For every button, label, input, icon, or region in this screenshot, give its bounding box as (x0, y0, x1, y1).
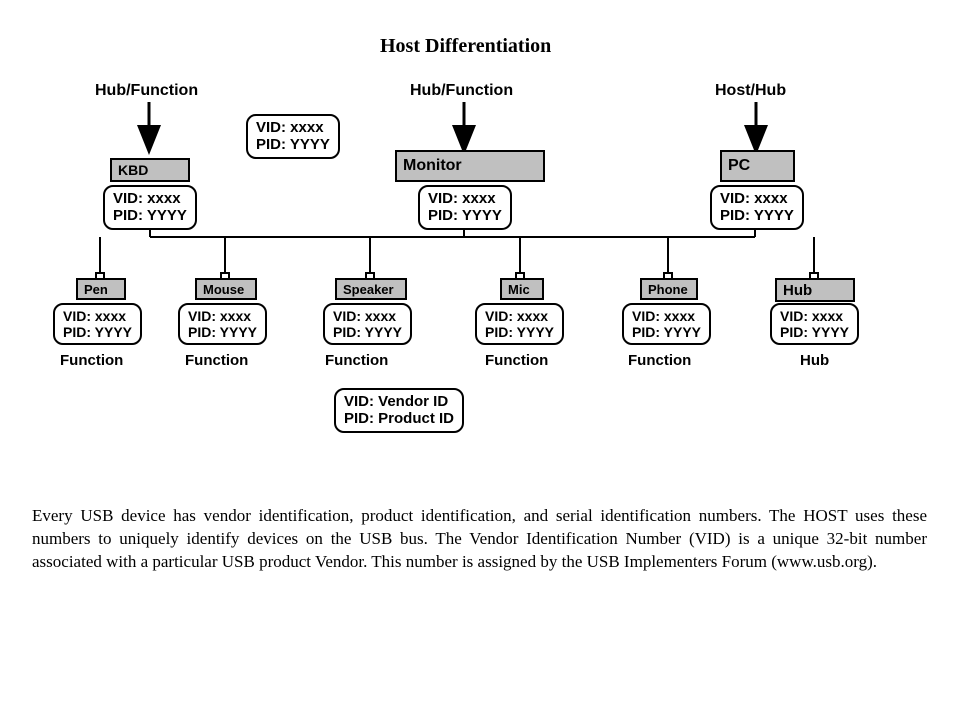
device-kbd: KBD (110, 158, 190, 182)
device-speaker: Speaker (335, 278, 407, 300)
device-mouse: Mouse (195, 278, 257, 300)
top-label-0: Hub/Function (95, 82, 198, 100)
tier1-vidpid-2: VID: xxxxPID: YYYY (710, 185, 804, 230)
tier1-vidpid-1: VID: xxxxPID: YYYY (418, 185, 512, 230)
device-pc: PC (720, 150, 795, 182)
notch-speaker (365, 272, 375, 278)
tier2-vidpid-3: VID: xxxxPID: YYYY (475, 303, 564, 345)
top-label-1: Hub/Function (410, 82, 513, 100)
device-hub: Hub (775, 278, 855, 302)
description-paragraph: Every USB device has vendor identificati… (32, 505, 927, 574)
legend-vidpid: VID: Vendor IDPID: Product ID (334, 388, 464, 433)
tier2-vidpid-1: VID: xxxxPID: YYYY (178, 303, 267, 345)
page-title: Host Differentiation (380, 35, 551, 58)
role-pen: Function (60, 352, 123, 369)
device-phone: Phone (640, 278, 698, 300)
device-monitor: Monitor (395, 150, 545, 182)
tier2-vidpid-2: VID: xxxxPID: YYYY (323, 303, 412, 345)
role-mic: Function (485, 352, 548, 369)
tier2-vidpid-4: VID: xxxxPID: YYYY (622, 303, 711, 345)
tier2-vidpid-0: VID: xxxxPID: YYYY (53, 303, 142, 345)
top-label-2: Host/Hub (715, 82, 786, 100)
role-phone: Function (628, 352, 691, 369)
device-mic: Mic (500, 278, 544, 300)
role-mouse: Function (185, 352, 248, 369)
tier1-vidpid-0: VID: xxxxPID: YYYY (103, 185, 197, 230)
notch-pen (95, 272, 105, 278)
role-speaker: Function (325, 352, 388, 369)
tier2-vidpid-5: VID: xxxxPID: YYYY (770, 303, 859, 345)
notch-mouse (220, 272, 230, 278)
notch-phone (663, 272, 673, 278)
notch-mic (515, 272, 525, 278)
role-hub: Hub (800, 352, 829, 369)
notch-hub (809, 272, 819, 278)
floating-vidpid: VID: xxxxPID: YYYY (246, 114, 340, 159)
device-pen: Pen (76, 278, 126, 300)
